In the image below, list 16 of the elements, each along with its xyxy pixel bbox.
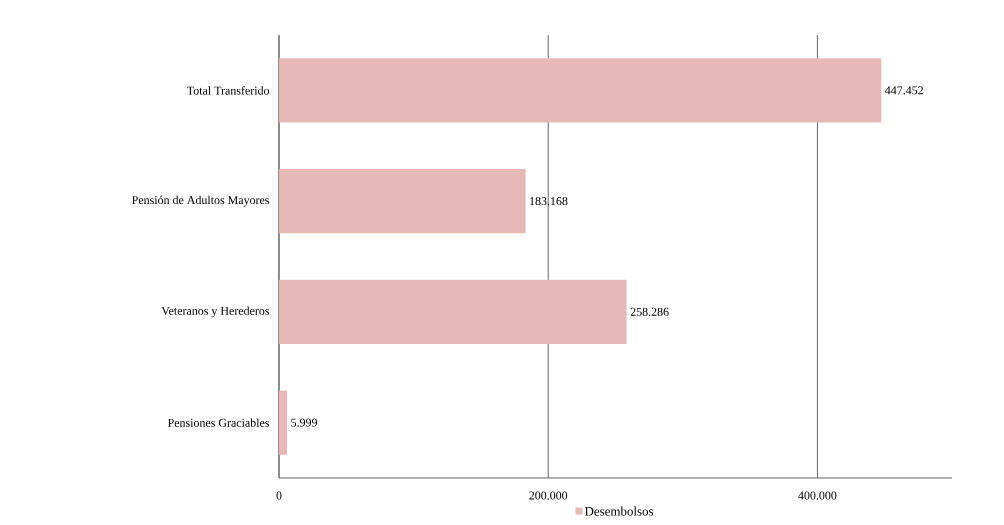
x-tick-label: 0 <box>276 491 282 500</box>
bar <box>279 279 627 344</box>
x-tick-label: 400.000 <box>798 491 837 500</box>
x-tick-label: 200.000 <box>529 491 568 500</box>
y-tick-label: Pensión de Adultos Mayores <box>132 195 270 207</box>
y-tick-label: Pensiones Graciables <box>167 418 270 427</box>
y-tick-label: Veteranos y Herederos <box>161 306 270 318</box>
legend-label: Desembolsos <box>584 506 654 516</box>
data-label: 5.999 <box>291 418 318 427</box>
data-label: 183.168 <box>530 197 568 206</box>
bar <box>279 58 882 123</box>
bar <box>279 169 526 234</box>
data-label: 447.452 <box>885 86 923 95</box>
bar <box>279 390 288 455</box>
y-tick-label: Total Transferido <box>186 86 270 95</box>
data-label: 258.286 <box>630 307 669 316</box>
